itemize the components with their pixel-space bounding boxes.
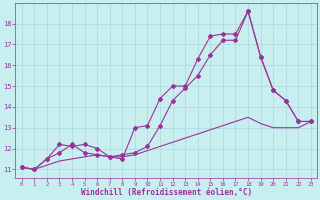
X-axis label: Windchill (Refroidissement éolien,°C): Windchill (Refroidissement éolien,°C) (81, 188, 252, 197)
